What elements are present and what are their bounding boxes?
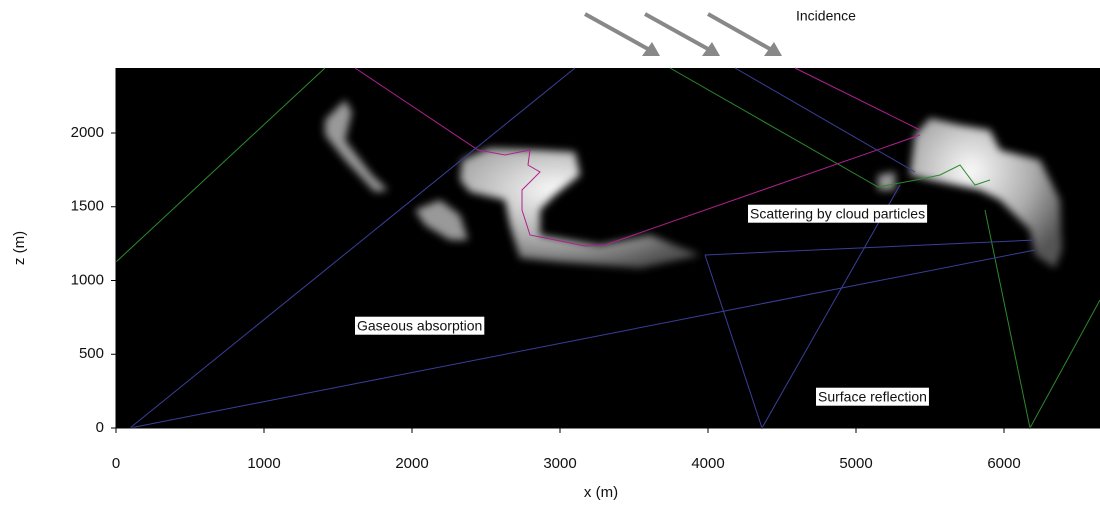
y-tick-label: 500 <box>79 345 104 362</box>
annotation-text: Surface reflection <box>818 389 927 405</box>
x-axis-label: x (m) <box>584 484 618 501</box>
figure: x (m) z (m) 0 1000 2000 3000 4000 5000 6000 0 50… <box>0 0 1100 506</box>
annotation-text: Incidence <box>796 8 856 24</box>
y-axis-label: z (m) <box>11 231 28 265</box>
annotation: Surface reflection <box>816 388 929 406</box>
x-tick-label: 6000 <box>987 455 1020 472</box>
annotation: Scattering by cloud particles <box>748 205 927 223</box>
x-tick-label: 5000 <box>839 455 872 472</box>
x-tick-label: 4000 <box>691 455 724 472</box>
annotation: Gaseous absorption <box>355 317 484 335</box>
incidence-arrows <box>585 14 782 56</box>
x-tick-label: 3000 <box>543 455 576 472</box>
y-tick-label: 0 <box>96 419 104 436</box>
y-tick-label: 1000 <box>71 271 104 288</box>
x-tick-label: 2000 <box>395 455 428 472</box>
x-tick-label: 0 <box>112 455 120 472</box>
annotation-text: Gaseous absorption <box>357 318 482 334</box>
annotation-text: Scattering by cloud particles <box>750 206 925 222</box>
y-tick-label: 1500 <box>71 198 104 215</box>
x-tick-label: 1000 <box>247 455 280 472</box>
annotation: Incidence <box>796 8 856 24</box>
y-tick-label: 2000 <box>71 124 104 141</box>
